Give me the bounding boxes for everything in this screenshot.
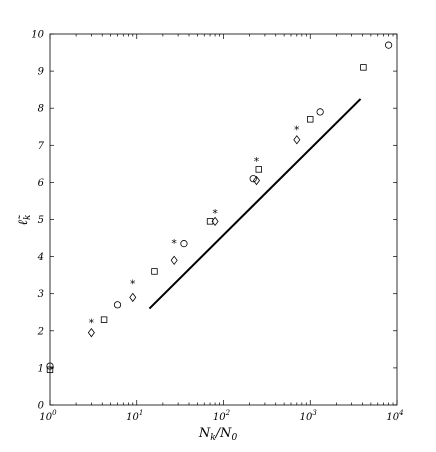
fit-line bbox=[148, 98, 362, 310]
y-tick-label: 6 bbox=[38, 178, 45, 189]
y-tick-label: 2 bbox=[37, 326, 44, 337]
square-marker bbox=[46, 366, 54, 373]
y-tick-label: 4 bbox=[37, 252, 44, 263]
plot-border bbox=[49, 33, 398, 406]
y-tick-label: 5 bbox=[38, 215, 44, 226]
star-marker: * bbox=[294, 124, 300, 137]
circle-marker bbox=[249, 175, 257, 183]
y-axis-label: ℓ̃k bbox=[16, 214, 33, 225]
square-marker bbox=[307, 116, 314, 123]
y-tick-label: 10 bbox=[31, 30, 44, 41]
circle-marker bbox=[316, 108, 324, 116]
diamond-marker bbox=[129, 292, 137, 303]
diamond-marker bbox=[211, 216, 219, 227]
diamond-marker bbox=[252, 175, 260, 186]
diamond-marker bbox=[170, 255, 178, 265]
diamond-marker bbox=[293, 135, 301, 145]
star-marker: * bbox=[254, 155, 260, 168]
circle-marker bbox=[113, 301, 122, 309]
x-tick-label: 103 bbox=[300, 409, 318, 423]
y-tick-label: 7 bbox=[38, 141, 45, 152]
y-axis: 0 1 2 3 4 5 6 7 8 9 10 bbox=[31, 30, 397, 412]
circle-marker bbox=[180, 240, 188, 248]
x-axis: 100 101 102 103 104 bbox=[39, 34, 404, 423]
y-tick-label: 0 bbox=[38, 401, 45, 412]
star-marker: * bbox=[171, 237, 177, 250]
data-marks: * * * * * * bbox=[46, 41, 393, 373]
x-tick-label: 101 bbox=[126, 409, 143, 423]
plot-frame bbox=[49, 33, 398, 406]
y-tick-label: 9 bbox=[38, 67, 45, 78]
x-tick-label: 102 bbox=[213, 409, 231, 423]
square-marker bbox=[360, 64, 367, 71]
square-marker bbox=[151, 268, 158, 275]
square-marker bbox=[255, 166, 262, 173]
x-tick-label: 100 bbox=[39, 409, 57, 423]
circle-marker bbox=[384, 41, 393, 49]
y-tick-label: 1 bbox=[38, 363, 44, 374]
circle-marker bbox=[46, 362, 54, 370]
star-marker: * bbox=[89, 317, 95, 330]
y-tick-label: 3 bbox=[38, 289, 44, 300]
square-marker bbox=[100, 316, 108, 323]
x-axis-label: Nk/N0 bbox=[198, 426, 238, 443]
square-marker bbox=[206, 218, 214, 225]
star-marker: * bbox=[130, 278, 136, 291]
star-marker: * bbox=[212, 207, 218, 220]
x-tick-label: 104 bbox=[386, 409, 403, 423]
diamond-marker bbox=[87, 327, 95, 338]
y-tick-label: 8 bbox=[38, 104, 44, 115]
